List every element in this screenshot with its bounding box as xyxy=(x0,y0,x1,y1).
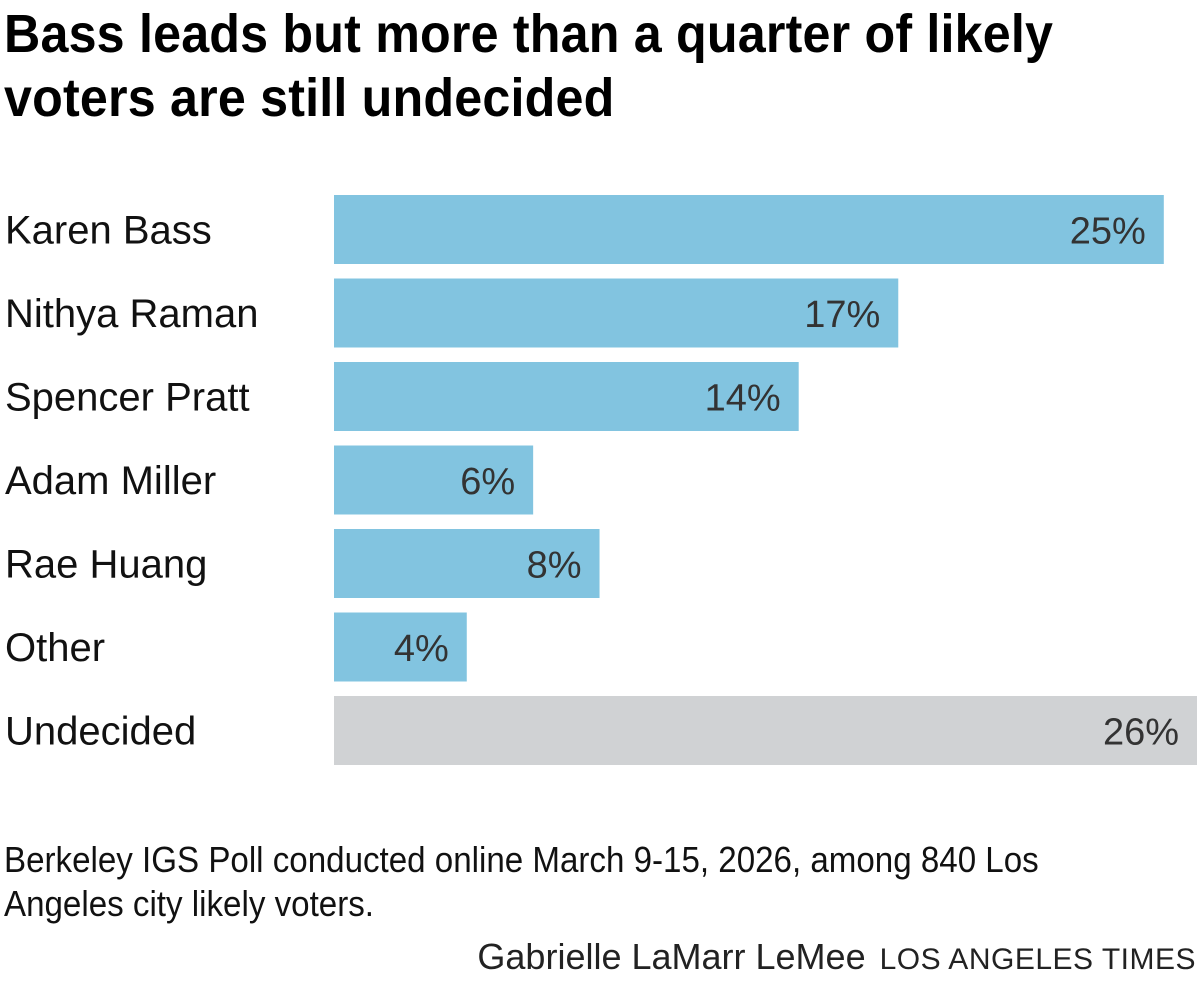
source-note: Berkeley IGS Poll conducted online March… xyxy=(4,839,1039,924)
bar xyxy=(334,612,467,682)
category-label: Karen Bass xyxy=(5,209,212,253)
category-label: Adam Miller xyxy=(5,459,216,503)
bar-chart: Karen Bass 25% Nithya Raman 17% Spencer Prat… xyxy=(5,195,1197,765)
bar xyxy=(334,195,1164,264)
category-label: Spencer Pratt xyxy=(5,376,250,420)
category-label: Other xyxy=(5,626,105,670)
value-label: 17% xyxy=(804,294,880,336)
byline: Gabrielle LaMarr LeMee xyxy=(477,936,866,977)
bar xyxy=(334,278,899,348)
value-label: 4% xyxy=(394,628,449,670)
value-label: 25% xyxy=(1070,211,1146,253)
publisher-logo: LOS ANGELES TIMES xyxy=(879,943,1196,976)
bar xyxy=(334,529,600,598)
value-label: 26% xyxy=(1103,712,1179,754)
category-label: Rae Huang xyxy=(5,543,207,587)
chart-title: Bass leads but more than a quarter of li… xyxy=(4,4,1054,128)
bar xyxy=(334,362,799,431)
category-label: Undecided xyxy=(5,710,196,754)
value-label: 14% xyxy=(705,378,781,420)
category-label: Nithya Raman xyxy=(5,292,258,336)
credit-row: Gabrielle LaMarr LeMee LOS ANGELES TIMES xyxy=(477,936,1196,978)
value-label: 6% xyxy=(460,461,515,503)
bar xyxy=(334,445,534,515)
value-label: 8% xyxy=(527,545,582,587)
bar xyxy=(334,696,1197,765)
